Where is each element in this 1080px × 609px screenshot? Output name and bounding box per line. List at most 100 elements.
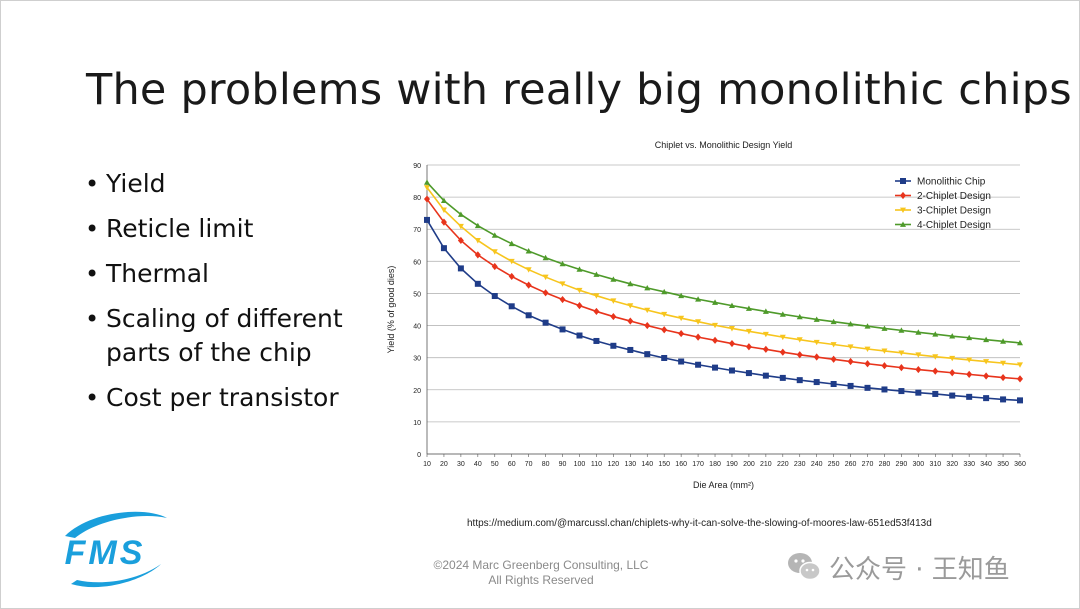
data-point (440, 218, 447, 226)
data-point (966, 393, 973, 400)
data-point (593, 337, 600, 344)
data-point (695, 319, 702, 325)
data-point (525, 267, 532, 273)
legend-label: 2-Chiplet Design (917, 191, 991, 202)
x-tick-label: 270 (862, 461, 874, 468)
data-point (661, 354, 668, 361)
data-point (695, 361, 702, 368)
data-point (1000, 338, 1007, 344)
data-point (1017, 397, 1023, 404)
data-point (830, 318, 837, 325)
wechat-icon (788, 553, 821, 581)
x-tick-label: 50 (491, 461, 499, 468)
data-point (728, 339, 735, 348)
data-point (847, 320, 854, 327)
data-point (576, 266, 583, 272)
data-point (745, 343, 752, 351)
bullet-item: Cost per transistor (85, 381, 365, 415)
data-point (474, 280, 481, 287)
data-point (627, 346, 634, 353)
data-point (813, 316, 820, 322)
data-point (610, 312, 617, 321)
fms-logo: FMS (65, 511, 167, 588)
data-point (881, 348, 888, 354)
data-point (762, 331, 769, 338)
data-point (813, 379, 820, 386)
data-point (932, 331, 939, 337)
legend-marker (900, 191, 906, 200)
data-point (678, 292, 685, 299)
data-point (1017, 362, 1023, 368)
legend-label: 4-Chiplet Design (917, 220, 991, 231)
data-point (678, 329, 685, 338)
data-point (712, 336, 719, 344)
data-point (661, 311, 668, 318)
data-point (491, 249, 498, 255)
legend-label: 3-Chiplet Design (917, 206, 991, 217)
data-point (712, 364, 719, 371)
data-point (745, 328, 752, 335)
data-point (491, 293, 498, 300)
data-point (559, 326, 566, 333)
data-point (695, 296, 702, 302)
bullet-list: Yield Reticle limit Thermal Scaling of d… (85, 167, 365, 426)
data-point (779, 374, 786, 381)
data-point (915, 329, 922, 335)
data-point (1017, 375, 1023, 383)
data-point (949, 355, 956, 362)
data-point (440, 197, 447, 204)
data-point (610, 298, 617, 304)
data-point (932, 367, 939, 375)
x-tick-label: 70 (525, 461, 533, 468)
data-point (1017, 339, 1023, 346)
series-line (426, 181, 1021, 344)
data-point (1000, 360, 1007, 367)
x-tick-label: 280 (879, 461, 891, 468)
x-tick-label: 140 (641, 461, 653, 468)
y-tick-label: 30 (413, 356, 421, 363)
data-point (915, 352, 922, 358)
data-point (847, 382, 854, 389)
data-point (949, 392, 956, 399)
series-line (426, 186, 1021, 366)
data-point (898, 388, 905, 395)
data-point (424, 195, 430, 203)
data-point (644, 351, 651, 358)
data-point (966, 370, 973, 378)
data-point (1000, 396, 1007, 403)
x-tick-label: 40 (474, 461, 482, 468)
data-point (796, 377, 803, 384)
data-point (830, 342, 837, 348)
data-point (966, 357, 973, 363)
data-point (813, 339, 820, 346)
data-point (610, 342, 617, 349)
data-point (983, 395, 990, 402)
data-point (864, 346, 871, 352)
chart-title: Chiplet vs. Monolithic Design Yield (655, 140, 793, 150)
bullet-item: Reticle limit (85, 212, 365, 246)
data-point (712, 299, 719, 305)
data-point (542, 319, 549, 326)
x-tick-label: 300 (912, 461, 924, 468)
data-point (864, 384, 871, 391)
data-point (779, 348, 786, 356)
y-tick-label: 10 (413, 420, 421, 427)
data-point (644, 307, 651, 314)
data-point (881, 362, 888, 370)
x-tick-label: 10 (423, 461, 431, 468)
legend-marker (900, 221, 906, 227)
data-point (508, 240, 515, 247)
data-point (932, 354, 939, 360)
data-point (796, 313, 803, 320)
data-point (830, 380, 837, 387)
data-point (864, 323, 871, 329)
x-tick-label: 160 (675, 461, 687, 468)
data-point (593, 271, 600, 277)
data-point (796, 337, 803, 343)
x-tick-label: 30 (457, 461, 465, 468)
x-tick-label: 210 (760, 461, 772, 468)
data-point (898, 350, 905, 356)
data-point (542, 254, 549, 261)
x-tick-label: 180 (709, 461, 721, 468)
copyright: ©2024 Marc Greenberg Consulting, LLC All… (391, 558, 691, 588)
